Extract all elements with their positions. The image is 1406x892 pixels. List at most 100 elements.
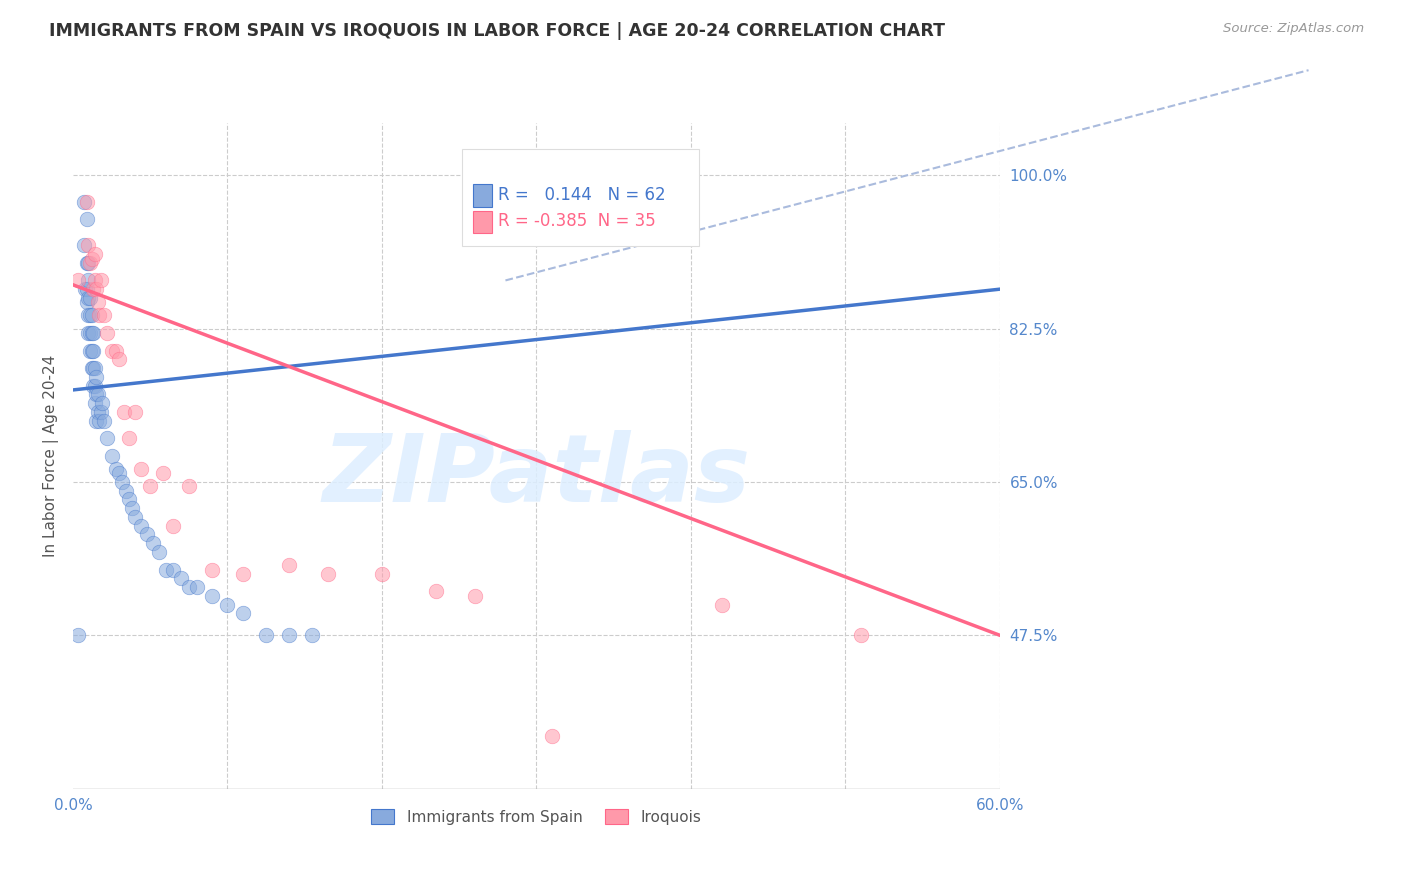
Point bbox=[66, 273, 89, 287]
Point bbox=[84, 282, 107, 296]
Point bbox=[90, 405, 112, 419]
Text: IMMIGRANTS FROM SPAIN VS IROQUOIS IN LABOR FORCE | AGE 20-24 CORRELATION CHART: IMMIGRANTS FROM SPAIN VS IROQUOIS IN LAB… bbox=[49, 22, 945, 40]
Point bbox=[93, 414, 115, 428]
Point bbox=[84, 369, 107, 384]
Text: R =   0.144   N = 62: R = 0.144 N = 62 bbox=[498, 186, 666, 203]
Point bbox=[79, 256, 101, 270]
Point bbox=[91, 396, 114, 410]
Point bbox=[82, 326, 104, 340]
Point bbox=[152, 466, 174, 480]
Point bbox=[112, 405, 135, 419]
Point bbox=[82, 361, 104, 376]
Point bbox=[849, 628, 872, 642]
Point bbox=[129, 462, 152, 476]
FancyBboxPatch shape bbox=[474, 211, 492, 234]
Point bbox=[148, 545, 170, 559]
Point bbox=[710, 598, 733, 612]
Point bbox=[76, 295, 98, 310]
Point bbox=[93, 309, 115, 323]
Point bbox=[82, 343, 104, 358]
Point bbox=[76, 282, 98, 296]
Point bbox=[79, 343, 101, 358]
Point bbox=[87, 387, 110, 401]
Point bbox=[114, 483, 136, 498]
Point bbox=[73, 194, 96, 209]
Point bbox=[155, 562, 177, 576]
Legend: Immigrants from Spain, Iroquois: Immigrants from Spain, Iroquois bbox=[366, 803, 707, 830]
Point bbox=[89, 309, 111, 323]
Point bbox=[186, 580, 208, 594]
Point bbox=[77, 256, 100, 270]
Point bbox=[301, 628, 323, 642]
Point bbox=[571, 190, 593, 204]
Point bbox=[105, 343, 128, 358]
Point bbox=[278, 628, 301, 642]
Point bbox=[108, 352, 131, 367]
FancyBboxPatch shape bbox=[474, 184, 492, 207]
Point bbox=[84, 414, 107, 428]
Point bbox=[96, 431, 118, 445]
Point bbox=[105, 462, 128, 476]
Point bbox=[278, 558, 301, 573]
Point bbox=[66, 628, 89, 642]
Point bbox=[87, 295, 110, 310]
Point bbox=[124, 510, 146, 524]
Point bbox=[83, 273, 105, 287]
Point bbox=[201, 589, 224, 603]
Point bbox=[316, 566, 339, 581]
Point bbox=[100, 343, 122, 358]
Point bbox=[79, 326, 101, 340]
Point bbox=[100, 449, 122, 463]
Point bbox=[464, 589, 486, 603]
Point bbox=[201, 562, 224, 576]
Point bbox=[129, 518, 152, 533]
Point bbox=[83, 361, 105, 376]
Point bbox=[117, 492, 139, 507]
Text: ZIPatlas: ZIPatlas bbox=[322, 430, 751, 522]
Point bbox=[79, 291, 101, 305]
Point bbox=[170, 571, 193, 585]
Point bbox=[77, 238, 100, 252]
Point bbox=[76, 194, 98, 209]
Point bbox=[76, 212, 98, 227]
Point bbox=[162, 518, 184, 533]
Point bbox=[79, 309, 101, 323]
Point bbox=[117, 431, 139, 445]
Point bbox=[80, 343, 103, 358]
Y-axis label: In Labor Force | Age 20-24: In Labor Force | Age 20-24 bbox=[44, 354, 59, 557]
Point bbox=[232, 566, 254, 581]
Point bbox=[371, 566, 394, 581]
Point bbox=[80, 361, 103, 376]
Point bbox=[77, 291, 100, 305]
Point bbox=[73, 238, 96, 252]
Point bbox=[77, 273, 100, 287]
Point bbox=[89, 414, 111, 428]
Point bbox=[124, 405, 146, 419]
Point bbox=[82, 378, 104, 392]
Point bbox=[217, 598, 239, 612]
Point bbox=[108, 466, 131, 480]
Point bbox=[425, 584, 447, 599]
Point bbox=[77, 309, 100, 323]
Point bbox=[76, 256, 98, 270]
Point bbox=[83, 378, 105, 392]
Point bbox=[83, 396, 105, 410]
Point bbox=[162, 562, 184, 576]
Point bbox=[136, 527, 159, 541]
Point bbox=[96, 326, 118, 340]
Point bbox=[84, 387, 107, 401]
Point bbox=[75, 282, 97, 296]
Point bbox=[77, 326, 100, 340]
Point bbox=[142, 536, 165, 550]
Point bbox=[90, 273, 112, 287]
Point bbox=[540, 729, 562, 743]
Point bbox=[177, 479, 200, 493]
Text: R = -0.385  N = 35: R = -0.385 N = 35 bbox=[498, 212, 657, 230]
Point bbox=[87, 405, 110, 419]
Point bbox=[82, 282, 104, 296]
Point bbox=[121, 501, 143, 516]
Point bbox=[80, 252, 103, 266]
Point bbox=[232, 607, 254, 621]
Point bbox=[254, 628, 277, 642]
Point bbox=[83, 247, 105, 261]
